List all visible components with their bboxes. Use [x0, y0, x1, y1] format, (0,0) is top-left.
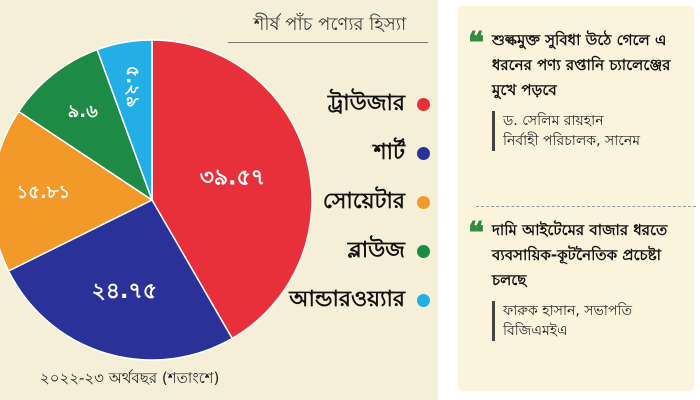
pie-slice — [17, 48, 154, 202]
quote-role: বিজিএমইএ — [503, 323, 568, 339]
pie-slice — [151, 39, 313, 340]
quote-attribution: ফারুক হাসান, সভাপতি বিজিএমইএ — [492, 301, 693, 341]
slice-value-label: ২৪.৭৫ — [91, 279, 157, 304]
quote-text: দামি আইটেমের বাজার ধরতে ব্যবসায়িক-কূটনৈ… — [492, 221, 668, 289]
slice-value-label: ৩৯.৫৭ — [200, 165, 266, 190]
pie-slice — [96, 39, 153, 201]
title-rule — [228, 42, 428, 43]
quote-author: ড. সেলিম রায়হান — [503, 113, 604, 129]
legend-dot — [417, 245, 430, 258]
quote-role: নির্বাহী পরিচালক, সানেম — [503, 133, 641, 149]
quote-attribution: ড. সেলিম রায়হান নির্বাহী পরিচালক, সানেম — [492, 111, 693, 151]
legend-item-shirt: শার্ট — [260, 129, 430, 178]
legend-dot — [417, 196, 430, 209]
legend-label: ব্লাউজ — [347, 238, 405, 263]
quote-author: ফারুক হাসান, সভাপতি — [503, 303, 633, 319]
pie-slice — [0, 110, 154, 272]
pie-chart: ৩৯.৫৭ ২৪.৭৫ ১৫.৮১ ৯.৬ ৫.২৯ — [0, 39, 313, 361]
quote-panel: ❝ শুল্কমুক্ত সুবিধা উঠে গেলে এ ধরনের পণ্… — [446, 0, 700, 400]
slice-value-label: ৯.৬ — [68, 101, 99, 122]
pie-slice — [7, 199, 234, 361]
chart-panel: ৩৯.৫৭ ২৪.৭৫ ১৫.৮১ ৯.৬ ৫.২৯ শীর্ষ পাঁচ পণ্যের… — [0, 0, 438, 400]
legend-label: আন্ডারওয়্যার — [289, 287, 405, 312]
legend-dot — [417, 98, 430, 111]
legend-item-underwear: আন্ডারওয়্যার — [260, 276, 430, 325]
quote-mark-icon: ❝ — [468, 26, 485, 61]
quote-text: শুল্কমুক্ত সুবিধা উঠে গেলে এ ধরনের পণ্য … — [492, 31, 671, 99]
legend-label: ট্রাউজার — [327, 91, 405, 116]
legend-label: সোয়েটার — [322, 189, 405, 214]
quote-2: ❝ দামি আইটেমের বাজার ধরতে ব্যবসায়িক-কূট… — [468, 216, 693, 341]
legend-item-sweater: সোয়েটার — [260, 178, 430, 227]
quote-mark-icon: ❝ — [468, 216, 485, 251]
slice-value-label: ১৫.৮১ — [17, 182, 71, 203]
legend-dot — [417, 147, 430, 160]
legend-item-trouser: ট্রাউজার — [260, 80, 430, 129]
legend-dot — [417, 294, 430, 307]
chart-footnote: ২০২২-২৩ অর্থবছর (শতাংশে) — [40, 369, 220, 387]
chart-title: শীর্ষ পাঁচ পণ্যের হিস্যা — [253, 14, 407, 35]
slice-value-label: ৫.২৯ — [122, 66, 143, 108]
legend-label: শার্ট — [373, 140, 405, 165]
legend-item-blouse: ব্লাউজ — [260, 227, 430, 276]
quote-box: ❝ শুল্কমুক্ত সুবিধা উঠে গেলে এ ধরনের পণ্… — [458, 6, 696, 391]
legend: ট্রাউজার শার্ট সোয়েটার ব্লাউজ আন্ডারওয়… — [260, 80, 430, 325]
quote-1: ❝ শুল্কমুক্ত সুবিধা উঠে গেলে এ ধরনের পণ্… — [468, 26, 693, 151]
quote-divider — [476, 206, 696, 207]
